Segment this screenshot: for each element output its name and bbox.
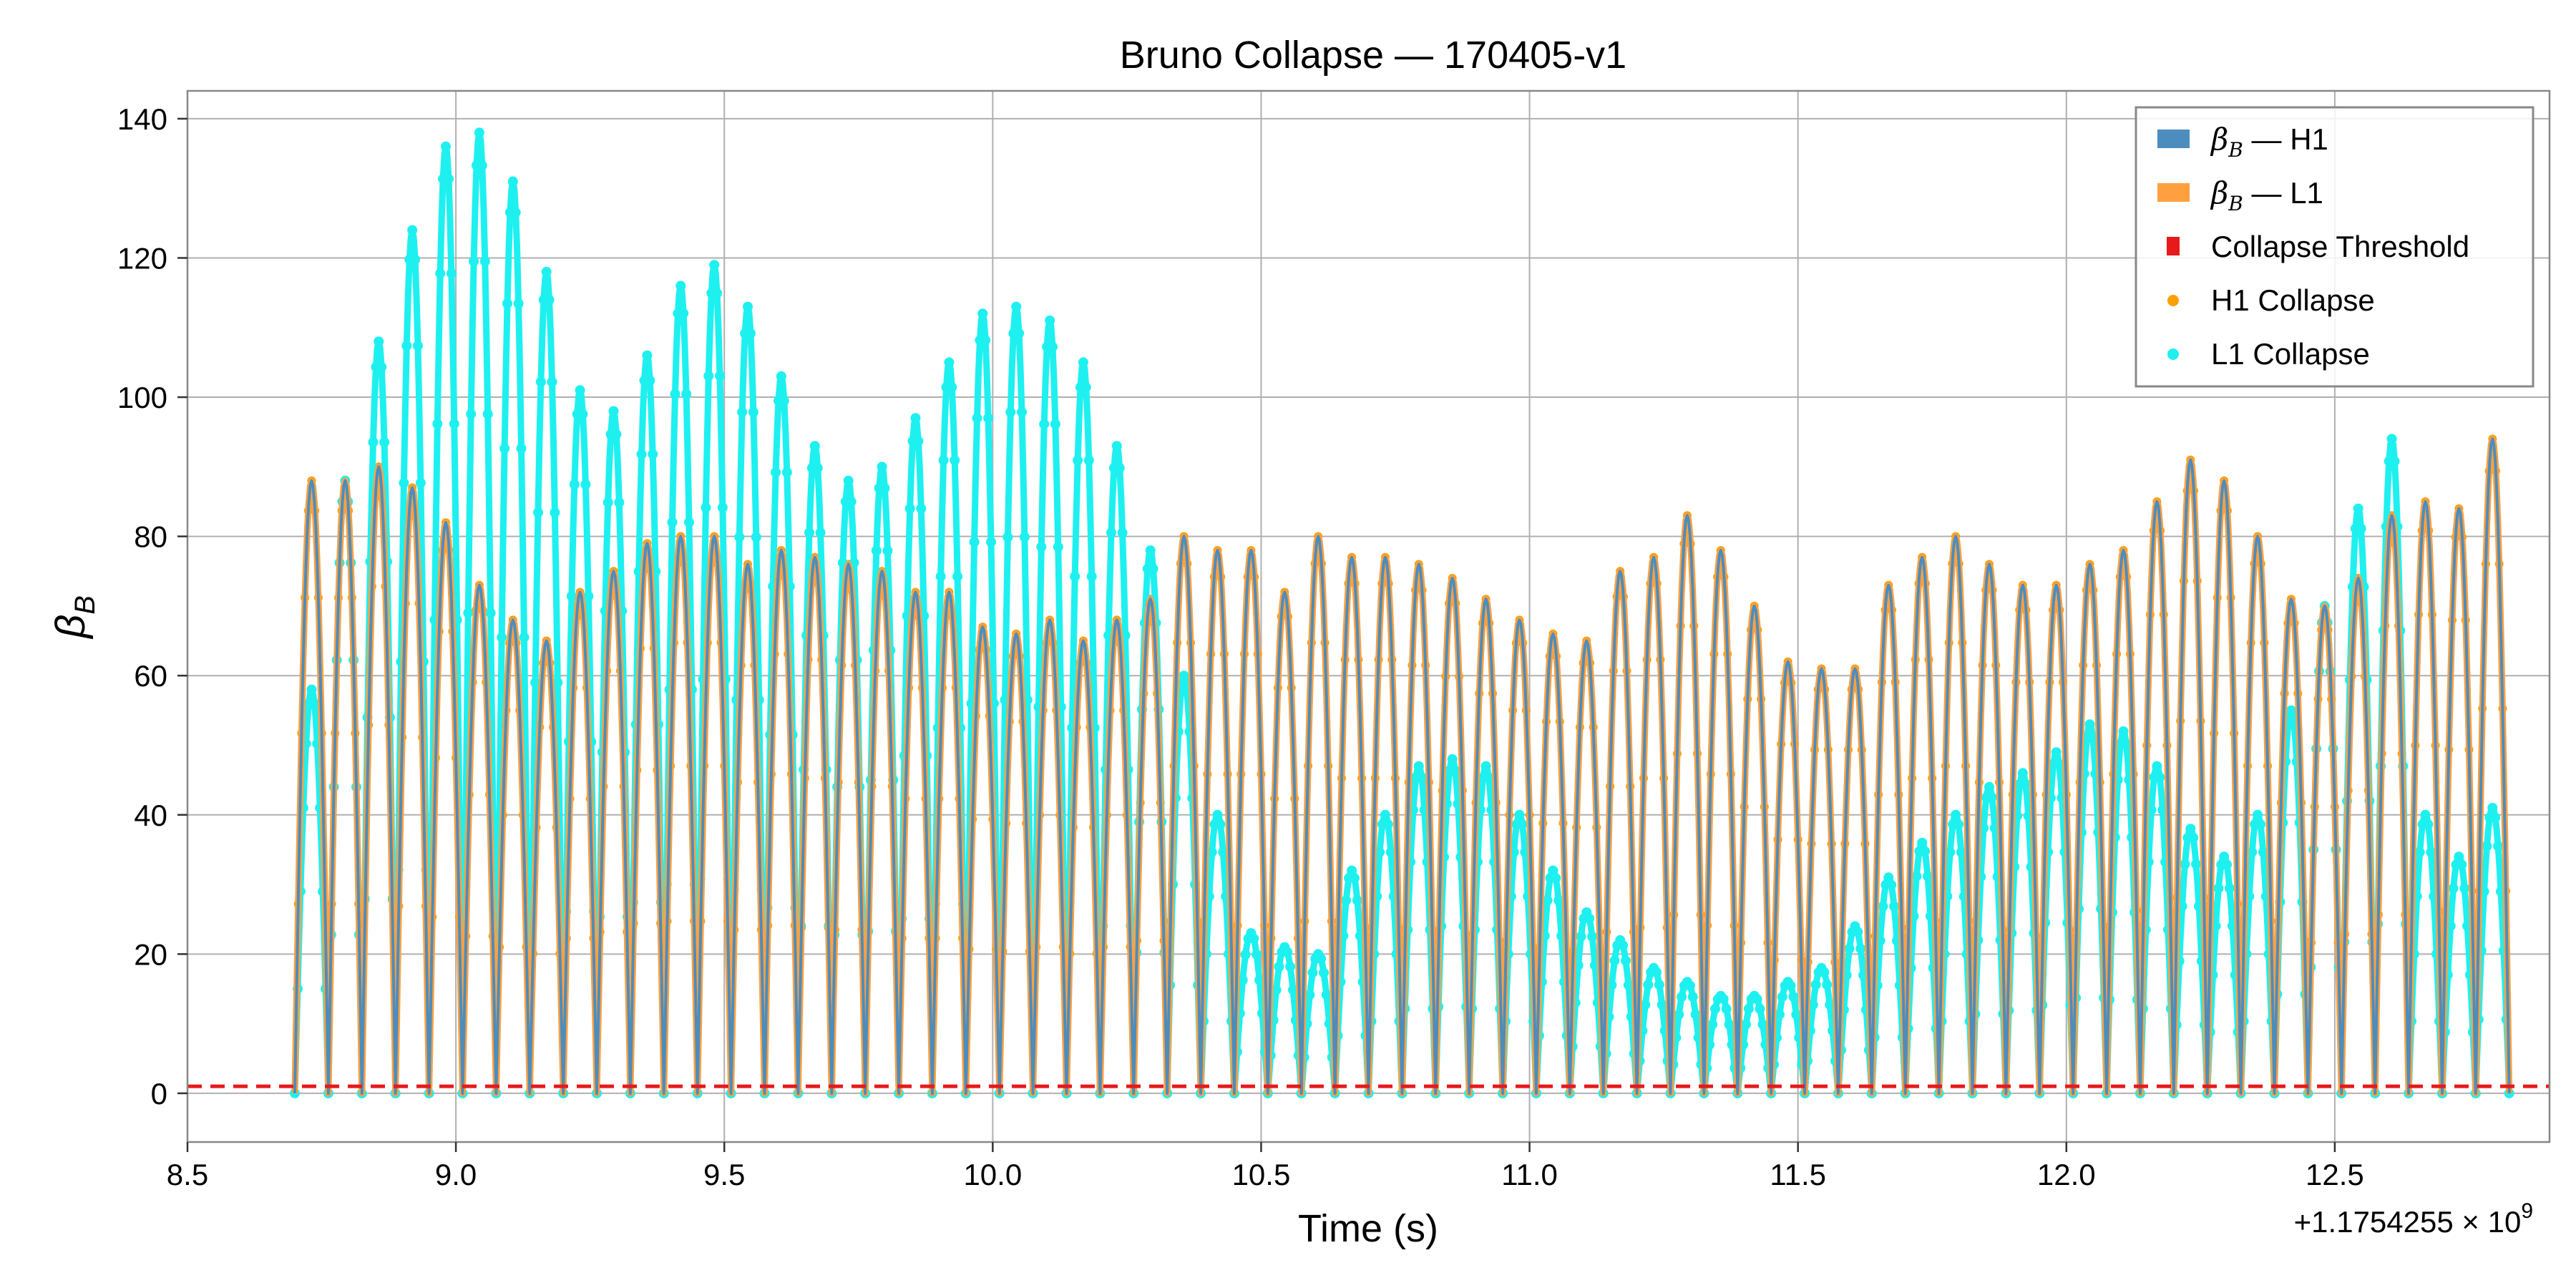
x-tick-label: 9.0 (435, 1158, 477, 1191)
svg-text:βB: βB (47, 595, 101, 640)
x-tick-label: 12.0 (2037, 1158, 2096, 1191)
y-axis-ticks: 0 20 40 60 80 100 120 140 (117, 102, 187, 1111)
y-tick-label: 60 (134, 659, 167, 693)
x-tick-label: 10.0 (963, 1158, 1022, 1191)
y-label-base: β (47, 615, 94, 640)
legend-item-l1-collapse: L1 Collapse (2167, 337, 2370, 371)
y-tick-label: 120 (117, 241, 167, 275)
legend-h1-sub: B (2228, 138, 2243, 162)
x-axis-offset: +1.1754255 × 109 (2294, 1199, 2533, 1239)
svg-text:βB — L1: βB — L1 (2210, 175, 2323, 215)
legend-item-h1-collapse: H1 Collapse (2167, 283, 2375, 317)
plot-area (187, 127, 2550, 1098)
legend-h1-collapse-label: H1 Collapse (2211, 283, 2375, 317)
legend-item-threshold: Collapse Threshold (2167, 230, 2469, 263)
y-axis-label: βB (47, 595, 101, 640)
legend-marker-l1-collapse (2167, 348, 2179, 360)
y-tick-label: 40 (134, 799, 167, 832)
y-tick-label: 20 (134, 937, 167, 971)
y-tick-label: 80 (134, 520, 167, 554)
y-tick-label: 100 (117, 381, 167, 414)
series-h1-line (293, 437, 2511, 1095)
x-tick-label: 8.5 (167, 1158, 208, 1191)
legend-swatch-h1 (2157, 130, 2190, 148)
x-tick-label: 11.0 (1501, 1158, 1558, 1191)
legend-item-h1: βB — H1 (2157, 122, 2328, 162)
legend-swatch-threshold (2167, 237, 2180, 255)
chart-title: Bruno Collapse — 170405-v1 (1120, 34, 1626, 77)
legend-l1-collapse-label: L1 Collapse (2211, 337, 2370, 371)
x-tick-label: 9.5 (703, 1158, 745, 1191)
x-offset-text: +1.1754255 × 109 (2294, 1199, 2533, 1239)
legend-marker-h1-collapse (2167, 295, 2179, 306)
axes-frame (186, 89, 2551, 1143)
x-tick-label: 12.5 (2306, 1158, 2364, 1191)
legend-h1-tail: — H1 (2243, 122, 2328, 156)
legend-l1-sub: B (2228, 192, 2243, 215)
legend-box (2135, 106, 2534, 388)
legend-swatch-l1 (2157, 183, 2190, 202)
y-label-sub: B (69, 595, 101, 615)
y-tick-label: 0 (151, 1077, 167, 1111)
y-tick-label: 140 (117, 102, 167, 136)
legend-item-l1: βB — L1 (2157, 175, 2323, 215)
x-tick-label: 10.5 (1232, 1158, 1291, 1191)
x-tick-label: 11.5 (1770, 1158, 1826, 1191)
svg-text:βB — H1: βB — H1 (2210, 122, 2328, 162)
legend-threshold-label: Collapse Threshold (2211, 230, 2469, 263)
x-axis-label: Time (s) (1298, 1207, 1438, 1250)
legend-h1-base: β (2210, 122, 2228, 157)
legend: βB — H1 βB — L1 Collapse Threshold H1 Co… (2135, 106, 2534, 388)
x-axis-ticks: 8.5 9.0 9.5 10.0 10.5 11.0 11.5 12.0 12.5 (167, 1142, 2364, 1191)
legend-l1-base: β (2210, 175, 2228, 210)
legend-l1-tail: — L1 (2243, 176, 2323, 210)
